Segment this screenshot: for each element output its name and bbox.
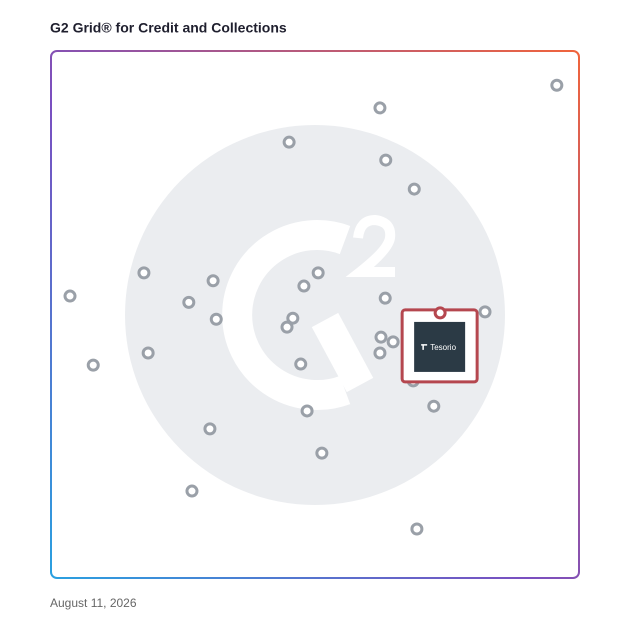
chart-title: G2 Grid® for Credit and Collections <box>50 20 287 36</box>
point <box>300 404 314 418</box>
point <box>379 153 393 167</box>
point <box>206 274 220 288</box>
point <box>311 266 325 280</box>
point <box>478 305 492 319</box>
point <box>86 358 100 372</box>
point <box>373 101 387 115</box>
point <box>286 311 300 325</box>
point <box>407 182 421 196</box>
point <box>137 266 151 280</box>
date: August 11, 2026 <box>50 596 137 610</box>
point <box>550 78 564 92</box>
point <box>294 357 308 371</box>
point <box>374 330 388 344</box>
point <box>280 320 294 334</box>
point <box>141 346 155 360</box>
point <box>182 295 196 309</box>
point <box>378 291 392 305</box>
point <box>63 289 77 303</box>
point <box>410 522 424 536</box>
point <box>427 399 441 413</box>
logo-icon <box>421 344 428 350</box>
logo-label: Tesorio <box>430 343 456 352</box>
point <box>315 446 329 460</box>
point <box>373 346 387 360</box>
point <box>297 279 311 293</box>
highlight-point <box>433 306 447 320</box>
point <box>185 484 199 498</box>
point <box>282 135 296 149</box>
point <box>209 312 223 326</box>
point <box>386 335 400 349</box>
point <box>203 422 217 436</box>
